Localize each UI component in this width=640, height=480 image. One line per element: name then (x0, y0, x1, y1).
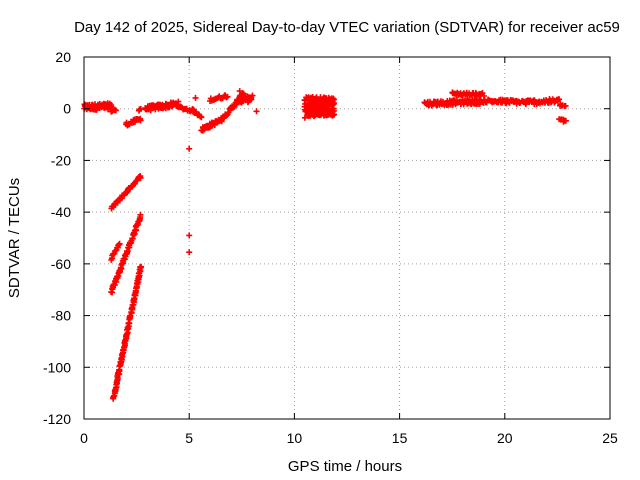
y-axis-label: SDTVAR / TECUs (6, 178, 23, 298)
axis-ticks (83, 56, 611, 420)
data-point (331, 111, 338, 118)
chart-title: Day 142 of 2025, Sidereal Day-to-day VTE… (74, 19, 620, 36)
data-point (562, 102, 569, 109)
plot-frame (83, 56, 611, 420)
x-tick-label: 10 (287, 430, 303, 446)
y-tick-label: 20 (55, 49, 71, 65)
x-tick-label: 20 (497, 430, 513, 446)
x-tick-label: 5 (185, 430, 193, 446)
data-point (236, 88, 243, 95)
y-tick-label: -120 (43, 411, 71, 427)
data-point (186, 249, 193, 256)
x-tick-label: 15 (392, 430, 408, 446)
data-point (137, 211, 144, 218)
data-point (186, 145, 193, 152)
data-point (192, 94, 199, 101)
x-tick-label: 0 (80, 430, 88, 446)
data-point (330, 100, 337, 106)
data-point (137, 264, 144, 271)
data-point (186, 232, 193, 239)
data-point (301, 114, 308, 121)
y-tick-label: -60 (51, 256, 71, 272)
data-point (108, 102, 115, 108)
data-point (112, 107, 119, 114)
data-point (175, 98, 182, 105)
data-point (249, 92, 256, 99)
y-tick-label: -40 (51, 204, 71, 220)
y-tick-label: 0 (63, 101, 71, 117)
data-point (161, 104, 167, 111)
data-point (253, 108, 260, 115)
y-tick-label: -20 (51, 152, 71, 168)
data-point (248, 96, 255, 103)
data-point (116, 240, 123, 247)
tick-labels: 0 5 10 15 20 25 -120 -100 -80 -60 -40 -20 0 20 (43, 49, 618, 446)
data-point (137, 117, 144, 124)
x-axis-label: GPS time / hours (288, 458, 402, 475)
y-tick-label: -100 (43, 359, 71, 375)
data-points (81, 88, 569, 402)
data-point (198, 114, 205, 121)
x-tick-label: 25 (602, 430, 618, 446)
data-point (224, 93, 231, 100)
data-point (137, 173, 144, 179)
data-point (225, 109, 232, 116)
data-point (556, 96, 563, 103)
y-tick-label: -80 (51, 308, 71, 324)
data-point (562, 117, 569, 124)
data-point (129, 235, 136, 242)
